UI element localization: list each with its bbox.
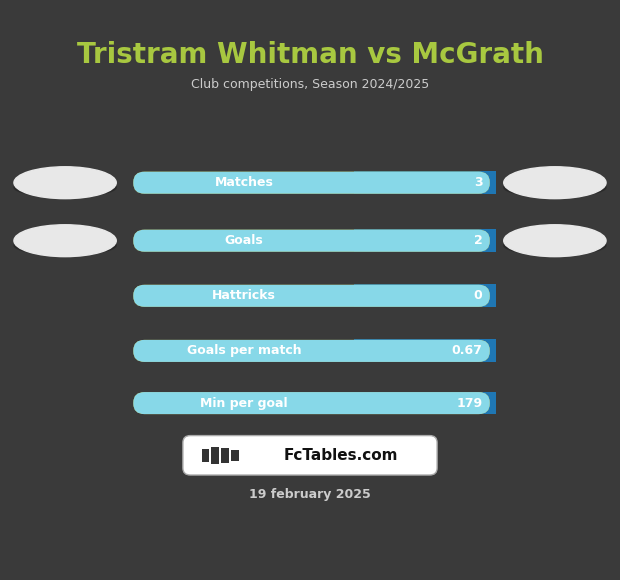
Text: 3: 3	[474, 176, 482, 189]
FancyBboxPatch shape	[133, 172, 490, 194]
FancyBboxPatch shape	[133, 340, 490, 362]
FancyBboxPatch shape	[133, 172, 490, 194]
Text: 2: 2	[474, 234, 482, 247]
Text: 0: 0	[474, 289, 482, 302]
Text: Min per goal: Min per goal	[200, 397, 288, 409]
Bar	[355, 171, 496, 194]
Ellipse shape	[14, 236, 117, 255]
Text: FcTables.com: FcTables.com	[283, 448, 398, 463]
Bar	[355, 229, 496, 252]
Bar	[202, 449, 209, 462]
Text: Tristram Whitman vs McGrath: Tristram Whitman vs McGrath	[76, 41, 544, 69]
Text: Hattricks: Hattricks	[212, 289, 276, 302]
Bar	[231, 450, 239, 461]
Bar	[211, 447, 219, 464]
Text: 19 february 2025: 19 february 2025	[249, 488, 371, 501]
Ellipse shape	[14, 167, 117, 198]
FancyBboxPatch shape	[183, 436, 437, 475]
Ellipse shape	[14, 177, 117, 197]
FancyBboxPatch shape	[133, 285, 490, 307]
FancyBboxPatch shape	[133, 340, 490, 362]
Ellipse shape	[503, 225, 606, 257]
Text: Goals per match: Goals per match	[187, 345, 301, 357]
FancyBboxPatch shape	[133, 392, 490, 414]
Ellipse shape	[503, 236, 606, 255]
Text: Matches: Matches	[215, 176, 273, 189]
Ellipse shape	[503, 167, 606, 198]
Bar	[355, 284, 496, 307]
Text: Goals: Goals	[224, 234, 263, 247]
Ellipse shape	[14, 225, 117, 257]
Bar	[355, 339, 496, 362]
Bar	[355, 392, 496, 414]
Text: 0.67: 0.67	[451, 345, 482, 357]
FancyBboxPatch shape	[133, 230, 490, 252]
FancyBboxPatch shape	[133, 392, 490, 414]
Ellipse shape	[503, 177, 606, 197]
FancyBboxPatch shape	[133, 230, 490, 252]
Text: 179: 179	[456, 397, 482, 409]
Text: Club competitions, Season 2024/2025: Club competitions, Season 2024/2025	[191, 78, 429, 90]
Bar	[221, 448, 229, 463]
FancyBboxPatch shape	[133, 285, 490, 307]
